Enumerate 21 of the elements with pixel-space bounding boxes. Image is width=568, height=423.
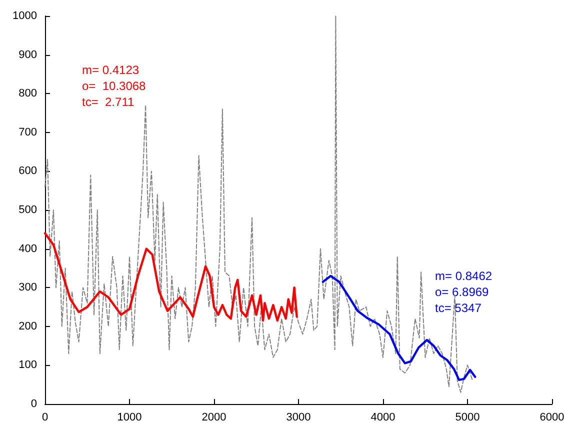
y-tick-label: 500: [18, 204, 37, 216]
line-series: [44, 232, 298, 322]
x-tick-label: 5000: [455, 412, 480, 423]
y-tick-label: 900: [18, 48, 37, 61]
x-tick-label: 4000: [370, 412, 396, 423]
y-tick-label: 0: [30, 398, 37, 410]
annotation: m= 0.8462 o= 6.8969 tc= 5347: [435, 269, 492, 315]
x-tick-label: 0: [42, 412, 48, 423]
y-tick-label: 800: [18, 88, 37, 100]
x-tick-label: 2000: [202, 412, 226, 423]
y-tick-label: 200: [18, 320, 37, 332]
y-tick-label: 300: [18, 282, 37, 294]
x-tick-label: 1000: [117, 412, 142, 423]
x-tick-label: 6000: [540, 412, 564, 423]
y-tick-label: 1000: [12, 10, 37, 22]
y-tick-label: 700: [18, 126, 37, 138]
y-tick-label: 100: [18, 359, 37, 372]
y-tick-label: 400: [18, 242, 37, 255]
y-tick-label: 600: [18, 165, 37, 178]
x-tick-label: 3000: [286, 412, 311, 423]
annotation: m= 0.4123 o= 10.3068 tc= 2.711: [82, 63, 146, 109]
